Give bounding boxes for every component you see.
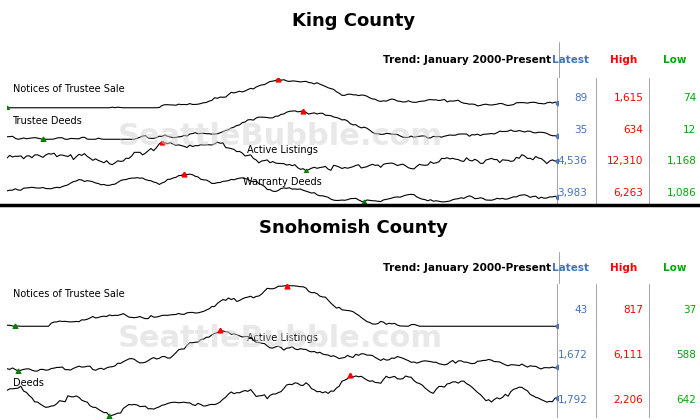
Text: 89: 89	[574, 93, 587, 103]
Text: Latest: Latest	[552, 55, 589, 65]
Text: 634: 634	[624, 125, 643, 135]
Text: 35: 35	[574, 125, 587, 135]
Text: King County: King County	[292, 12, 415, 30]
Text: 37: 37	[683, 305, 696, 315]
Text: Trend: January 2000-Present: Trend: January 2000-Present	[383, 55, 558, 65]
Text: SeattleBubble.com: SeattleBubble.com	[118, 122, 442, 151]
Text: Active Listings: Active Listings	[247, 333, 318, 343]
Text: 2,206: 2,206	[613, 395, 643, 405]
Text: Low: Low	[663, 55, 686, 65]
Text: Warranty Deeds: Warranty Deeds	[243, 177, 322, 187]
Text: High: High	[610, 55, 638, 65]
Text: 74: 74	[683, 93, 696, 103]
Text: Latest: Latest	[552, 263, 589, 273]
Text: 6,263: 6,263	[613, 188, 643, 198]
Text: High: High	[610, 263, 638, 273]
Text: 1,086: 1,086	[667, 188, 696, 198]
Text: Trustee Deeds: Trustee Deeds	[13, 116, 83, 126]
Text: Notices of Trustee Sale: Notices of Trustee Sale	[13, 289, 124, 299]
Text: 3,983: 3,983	[557, 188, 587, 198]
Text: 12,310: 12,310	[607, 156, 643, 166]
Text: 43: 43	[574, 305, 587, 315]
Text: 6,111: 6,111	[613, 350, 643, 360]
Text: 1,615: 1,615	[613, 93, 643, 103]
Text: 4,536: 4,536	[557, 156, 587, 166]
Text: SeattleBubble.com: SeattleBubble.com	[118, 323, 442, 353]
Text: 817: 817	[624, 305, 643, 315]
Text: 1,792: 1,792	[557, 395, 587, 405]
Text: 642: 642	[677, 395, 696, 405]
Text: Notices of Trustee Sale: Notices of Trustee Sale	[13, 84, 124, 94]
Text: 1,672: 1,672	[557, 350, 587, 360]
Text: 12: 12	[683, 125, 696, 135]
Text: Low: Low	[663, 263, 686, 273]
Text: Active Listings: Active Listings	[247, 145, 318, 155]
Text: Snohomish County: Snohomish County	[259, 219, 448, 237]
Text: 1,168: 1,168	[666, 156, 696, 166]
Text: Trend: January 2000-Present: Trend: January 2000-Present	[383, 263, 558, 273]
Text: 588: 588	[677, 350, 696, 360]
Text: Deeds: Deeds	[13, 378, 43, 388]
